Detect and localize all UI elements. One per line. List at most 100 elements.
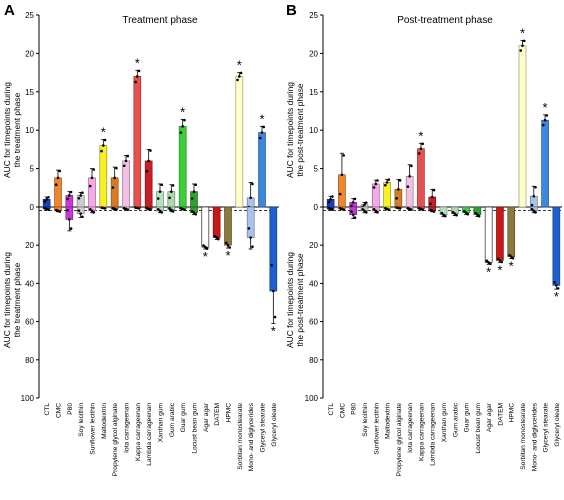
data-point-bottom bbox=[226, 243, 230, 247]
data-point-bottom bbox=[489, 262, 492, 266]
data-point-top bbox=[417, 152, 421, 155]
panel-b-ylabel-top-line2: the post-treatment phase bbox=[295, 83, 305, 176]
data-point-bottom bbox=[194, 212, 198, 216]
panel-a-ylabel-bottom-line2: the treatment phase bbox=[12, 262, 22, 337]
significance-star-top: * bbox=[418, 128, 423, 143]
category-label: Glyceryl oleate bbox=[271, 403, 278, 447]
data-point-bottom bbox=[90, 209, 94, 213]
data-point-top bbox=[124, 159, 128, 163]
data-point-top bbox=[102, 144, 105, 147]
data-point-bottom bbox=[553, 280, 556, 284]
bar-bottom bbox=[484, 206, 493, 263]
data-point-top bbox=[410, 164, 413, 168]
data-point-top bbox=[419, 147, 423, 150]
category-label: Gum arabic bbox=[169, 402, 176, 437]
category-label: Locust bean gum bbox=[475, 402, 482, 453]
data-point-bottom bbox=[92, 211, 96, 214]
data-point-bottom bbox=[453, 212, 457, 215]
data-point-top bbox=[113, 176, 116, 180]
bar-bottom bbox=[246, 206, 255, 238]
data-point-bottom bbox=[228, 246, 232, 249]
data-point-bottom bbox=[496, 257, 500, 261]
bar-top bbox=[122, 160, 130, 208]
panel-a-plot: 0 5 10 15 20 25 20 40 60 80 100 CTL CMC P80 Soy lecith… bbox=[21, 11, 279, 476]
data-point-bottom bbox=[451, 210, 455, 214]
data-point-bottom bbox=[509, 255, 513, 258]
data-point-top bbox=[68, 194, 71, 197]
data-point-bottom bbox=[500, 260, 503, 264]
y-tick-label-top: 10 bbox=[25, 126, 34, 135]
y-tick-label-bottom: 100 bbox=[305, 394, 319, 403]
data-point-bottom bbox=[532, 209, 536, 213]
category-label: HPMC bbox=[509, 403, 516, 423]
data-point-bottom bbox=[160, 211, 164, 214]
data-point-top bbox=[327, 200, 331, 204]
data-point-bottom bbox=[213, 234, 217, 238]
data-point-top bbox=[100, 149, 103, 153]
data-point-top bbox=[519, 49, 523, 52]
data-point-top bbox=[69, 190, 73, 194]
category-label: CMC bbox=[339, 403, 346, 418]
category-label: CTL bbox=[44, 403, 51, 416]
category-label: Propylene glycol alginate bbox=[396, 403, 403, 477]
data-point-bottom bbox=[443, 214, 447, 218]
category-label: Glyceryl stearate bbox=[543, 403, 550, 453]
category-label: Glyceryl oleate bbox=[554, 403, 561, 447]
data-point-top bbox=[432, 188, 436, 192]
data-point-bottom bbox=[534, 211, 537, 214]
data-point-top bbox=[363, 203, 366, 206]
data-point-bottom bbox=[556, 287, 560, 290]
bar-bottom bbox=[65, 206, 74, 220]
y-tick-label-top: 20 bbox=[25, 49, 34, 58]
data-point-top bbox=[532, 194, 536, 198]
data-point-bottom bbox=[66, 208, 69, 212]
data-point-bottom bbox=[364, 211, 368, 214]
category-label: Guar gum bbox=[464, 403, 471, 433]
panel-a-ylabel-top-line2: the treatment phase bbox=[12, 92, 22, 167]
category-label: Gum arabic bbox=[452, 402, 459, 437]
data-point-top bbox=[92, 168, 96, 171]
data-point-bottom bbox=[158, 209, 162, 213]
category-label: DATEM bbox=[214, 403, 221, 426]
data-point-top bbox=[115, 166, 118, 170]
significance-star-bottom: * bbox=[486, 264, 491, 279]
data-point-bottom bbox=[249, 236, 252, 239]
bar-bottom bbox=[496, 206, 504, 261]
bar-top bbox=[88, 177, 96, 208]
panel-b-title: Post-treatment phase bbox=[397, 15, 493, 26]
data-point-top bbox=[421, 142, 424, 146]
data-point-bottom bbox=[351, 213, 355, 216]
significance-star-bottom: * bbox=[271, 324, 276, 339]
data-point-bottom bbox=[498, 259, 502, 262]
data-point-bottom bbox=[149, 208, 152, 211]
data-point-bottom bbox=[511, 256, 515, 260]
data-point-top bbox=[58, 169, 62, 173]
bar-top bbox=[54, 177, 62, 208]
data-point-top bbox=[194, 183, 198, 187]
data-point-top bbox=[171, 184, 175, 187]
data-point-top bbox=[183, 118, 186, 122]
y-tick-label-bottom: 60 bbox=[309, 318, 318, 327]
data-point-bottom bbox=[455, 213, 458, 217]
y-tick-label-bottom: 60 bbox=[25, 318, 34, 327]
data-point-top bbox=[329, 198, 332, 201]
category-label: Maltodextrin bbox=[101, 403, 108, 439]
data-point-top bbox=[45, 198, 48, 201]
data-point-bottom bbox=[530, 207, 534, 211]
category-label: P80 bbox=[351, 403, 358, 415]
data-point-top bbox=[251, 182, 254, 186]
category-label: Sorbitan monostearate bbox=[520, 403, 527, 470]
bar-bottom bbox=[212, 206, 221, 238]
significance-star-top: * bbox=[135, 55, 140, 70]
category-label: P80 bbox=[67, 403, 74, 415]
panel-a-title: Treatment phase bbox=[122, 15, 198, 26]
data-point-top bbox=[156, 197, 160, 200]
data-point-top bbox=[111, 186, 115, 189]
panel-b-plot: 0 5 10 15 20 25 20 40 60 80 100 CTL CMC P80 Soy lecith… bbox=[305, 11, 562, 476]
data-point-top bbox=[170, 190, 173, 193]
data-point-top bbox=[543, 118, 547, 122]
category-label: Sorbitan monostearate bbox=[237, 403, 244, 470]
data-point-bottom bbox=[79, 212, 82, 215]
data-point-top bbox=[530, 203, 534, 207]
